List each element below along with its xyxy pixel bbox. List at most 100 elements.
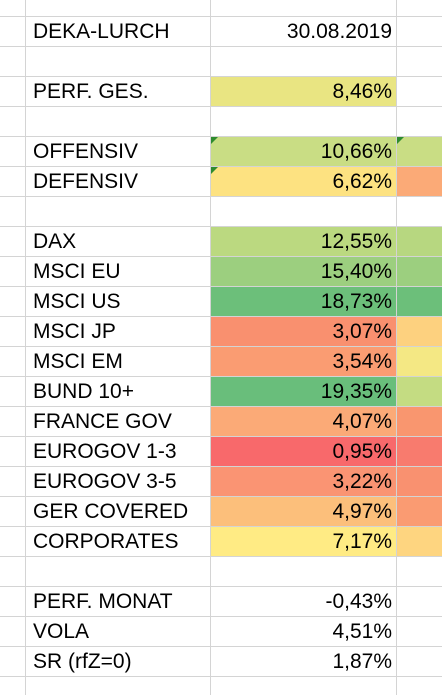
value-cell[interactable] <box>211 47 396 76</box>
row-divider <box>0 406 442 407</box>
value-cell[interactable] <box>211 557 396 586</box>
extra-cell[interactable] <box>397 107 442 136</box>
row-divider <box>0 676 442 677</box>
value-cell[interactable]: 19,35% <box>211 377 396 406</box>
extra-cell[interactable] <box>397 17 442 46</box>
extra-cell[interactable] <box>397 407 442 436</box>
value-cell[interactable]: -0,43% <box>325 590 392 613</box>
label-cell[interactable]: EUROGOV 3-5 <box>33 470 177 493</box>
value-cell[interactable] <box>211 197 396 226</box>
value-cell[interactable]: 1,87% <box>332 650 392 673</box>
table-row: DEKA-LURCH 30.08.2019 <box>0 17 442 47</box>
extra-cell[interactable] <box>397 287 442 316</box>
label-cell[interactable]: MSCI EM <box>33 350 123 373</box>
label-cell[interactable]: GER COVERED <box>33 500 189 523</box>
comment-indicator-icon <box>211 167 218 174</box>
value-cell[interactable]: 4,97% <box>211 497 396 526</box>
extra-cell[interactable] <box>397 347 442 376</box>
label-cell[interactable] <box>26 197 210 226</box>
label-cell[interactable]: DEFENSIV <box>33 170 139 193</box>
row-divider <box>0 556 442 557</box>
extra-cell[interactable] <box>397 647 442 676</box>
table-row: SR (rfZ=0) 1,87% <box>0 647 442 677</box>
table-row: GER COVERED 4,97% <box>0 497 442 527</box>
row-divider <box>0 136 442 137</box>
value-cell[interactable]: 15,40% <box>211 257 396 286</box>
table-row: CORPORATES 7,17% <box>0 527 442 557</box>
extra-cell[interactable] <box>397 257 442 286</box>
value-cell[interactable]: 6,62% <box>211 167 396 196</box>
row-divider <box>0 496 442 497</box>
label-cell[interactable]: EUROGOV 1-3 <box>33 440 177 463</box>
extra-cell[interactable] <box>397 167 442 196</box>
label-cell[interactable]: CORPORATES <box>33 530 179 553</box>
value-cell[interactable]: 4,51% <box>332 620 392 643</box>
extra-cell[interactable] <box>397 467 442 496</box>
label-cell[interactable]: BUND 10+ <box>33 380 134 403</box>
value-cell[interactable]: 3,07% <box>211 317 396 346</box>
row-divider <box>0 466 442 467</box>
extra-cell[interactable] <box>397 557 442 586</box>
value-cell[interactable]: 3,22% <box>211 467 396 496</box>
row-divider <box>0 376 442 377</box>
value-cell[interactable]: 7,17% <box>211 527 396 556</box>
label-cell[interactable] <box>26 557 210 586</box>
value-cell[interactable]: 30.08.2019 <box>286 20 392 43</box>
comment-indicator-icon <box>211 137 218 144</box>
table-row: FRANCE GOV 4,07% <box>0 407 442 437</box>
row-divider <box>0 166 442 167</box>
table-row: MSCI EM 3,54% <box>0 347 442 377</box>
extra-cell[interactable] <box>397 377 442 406</box>
label-cell[interactable] <box>26 47 210 76</box>
table-row: PERF. GES. 8,46% <box>0 77 442 107</box>
extra-cell[interactable] <box>397 437 442 466</box>
extra-cell[interactable] <box>397 617 442 646</box>
column-divider <box>210 0 211 695</box>
extra-cell[interactable] <box>397 197 442 226</box>
table-row: PERF. MONAT -0,43% <box>0 587 442 617</box>
label-cell[interactable]: MSCI JP <box>33 320 116 343</box>
label-cell[interactable]: MSCI US <box>33 290 121 313</box>
value-cell[interactable]: 4,07% <box>211 407 396 436</box>
extra-cell[interactable] <box>397 527 442 556</box>
label-cell[interactable]: SR (rfZ=0) <box>33 650 132 673</box>
column-divider <box>25 0 26 695</box>
column-divider <box>396 0 397 695</box>
label-cell[interactable]: VOLA <box>33 620 90 643</box>
extra-cell[interactable] <box>397 77 442 106</box>
value-cell[interactable]: 8,46% <box>211 77 396 106</box>
extra-cell[interactable] <box>397 47 442 76</box>
label-cell[interactable]: DAX <box>33 230 77 253</box>
value-cell[interactable]: 10,66% <box>211 137 396 166</box>
label-cell[interactable]: MSCI EU <box>33 260 121 283</box>
row-divider <box>0 106 442 107</box>
extra-cell[interactable] <box>397 497 442 526</box>
value-cell[interactable]: 12,55% <box>211 227 396 256</box>
extra-cell[interactable] <box>397 317 442 346</box>
empty-row <box>0 197 442 227</box>
extra-cell[interactable] <box>397 137 442 166</box>
value-cell[interactable]: 0,95% <box>211 437 396 466</box>
label-cell[interactable]: PERF. MONAT <box>33 590 173 613</box>
comment-indicator-icon <box>397 137 404 144</box>
row-divider <box>0 316 442 317</box>
row-divider <box>0 346 442 347</box>
value-cell[interactable] <box>211 107 396 136</box>
label-cell[interactable]: FRANCE GOV <box>33 410 172 433</box>
row-divider <box>0 526 442 527</box>
table-row: DAX 12,55% <box>0 227 442 257</box>
label-cell[interactable]: DEKA-LURCH <box>33 20 170 43</box>
value-cell[interactable]: 18,73% <box>211 287 396 316</box>
row-divider <box>0 436 442 437</box>
extra-cell[interactable] <box>397 227 442 256</box>
extra-cell[interactable] <box>397 587 442 616</box>
table-row: MSCI US 18,73% <box>0 287 442 317</box>
label-cell[interactable]: PERF. GES. <box>33 80 149 103</box>
table-row: BUND 10+ 19,35% <box>0 377 442 407</box>
label-cell[interactable] <box>26 107 210 136</box>
value-cell[interactable]: 3,54% <box>211 347 396 376</box>
row-divider <box>0 76 442 77</box>
label-cell[interactable]: OFFENSIV <box>33 140 139 163</box>
row-divider <box>0 616 442 617</box>
